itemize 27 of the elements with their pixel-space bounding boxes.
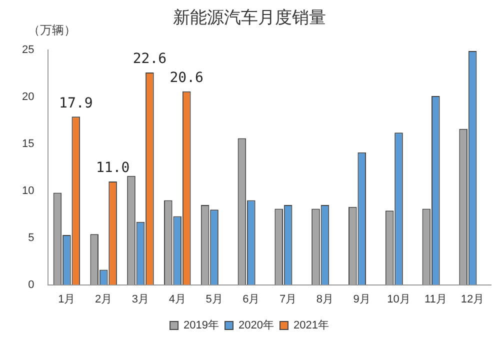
y-tick-label: 25 [22,44,34,56]
y-tick-label: 5 [28,232,34,244]
x-tick-label: 3月 [132,293,150,306]
x-tick-label: 6月 [242,293,260,306]
data-label: 22.6 [132,51,167,68]
data-label: 20.6 [170,70,204,86]
x-tick-label: 5月 [206,293,223,306]
x-tick-label: 10月 [387,293,410,306]
chart-title: 新能源汽车月度销量 [173,8,326,28]
legend-label: 2019年 [184,320,220,332]
x-tick-label: 9月 [353,293,370,306]
x-tick-label: 12月 [460,293,484,306]
x-tick-label: 1月 [58,293,76,306]
y-axis-title: （万辆） [28,22,76,39]
x-tick-label: 2月 [95,293,112,306]
x-tick-label: 4月 [168,293,186,306]
data-label: 17.9 [59,95,93,112]
y-tick-label: 15 [22,138,34,150]
x-tick-label: 11月 [424,293,447,306]
y-tick-label: 10 [22,184,34,197]
legend-label: 2020年 [238,320,274,332]
data-label: 11.0 [96,160,130,176]
x-tick-label: 8月 [316,293,334,306]
x-tick-label: 7月 [280,293,297,306]
y-tick-label: 0 [28,278,34,291]
legend-label: 2021年 [293,320,329,332]
y-tick-label: 20 [22,90,34,103]
